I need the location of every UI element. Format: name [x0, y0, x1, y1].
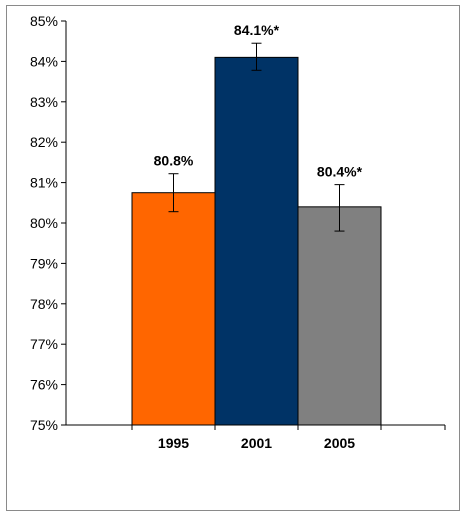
x-tick-label: 2005	[324, 435, 355, 451]
y-tick-label: 85%	[30, 13, 58, 29]
x-tick-label: 2001	[241, 435, 272, 451]
data-label-2005: 80.4%*	[317, 164, 363, 180]
bars	[131, 56, 382, 426]
y-axis-ticks: 75% 76% 77% 78% 79% 80% 81% 82% 83% 84% 85%	[30, 13, 66, 433]
y-tick-label: 77%	[30, 336, 58, 352]
y-tick-label: 80%	[30, 215, 58, 231]
y-tick-label: 78%	[30, 296, 58, 312]
x-axis-categories: 1995 2001 2005	[158, 435, 355, 451]
x-tick-label: 1995	[158, 435, 189, 451]
bar-2001	[214, 56, 299, 426]
bar-2005	[297, 206, 382, 426]
data-label-1995: 80.8%	[154, 153, 194, 169]
y-tick-label: 79%	[30, 255, 58, 271]
y-tick-label: 84%	[30, 53, 58, 69]
y-tick-label: 83%	[30, 94, 58, 110]
data-labels: 80.8% 84.1%* 80.4%*	[154, 22, 363, 179]
error-bars	[168, 42, 345, 232]
chart-frame	[6, 5, 460, 511]
y-tick-label: 75%	[30, 417, 58, 433]
bar-1995	[131, 192, 216, 426]
y-tick-label: 76%	[30, 377, 58, 393]
y-tick-label: 82%	[30, 134, 58, 150]
y-tick-label: 81%	[30, 175, 58, 191]
data-label-2001: 84.1%*	[234, 22, 280, 38]
